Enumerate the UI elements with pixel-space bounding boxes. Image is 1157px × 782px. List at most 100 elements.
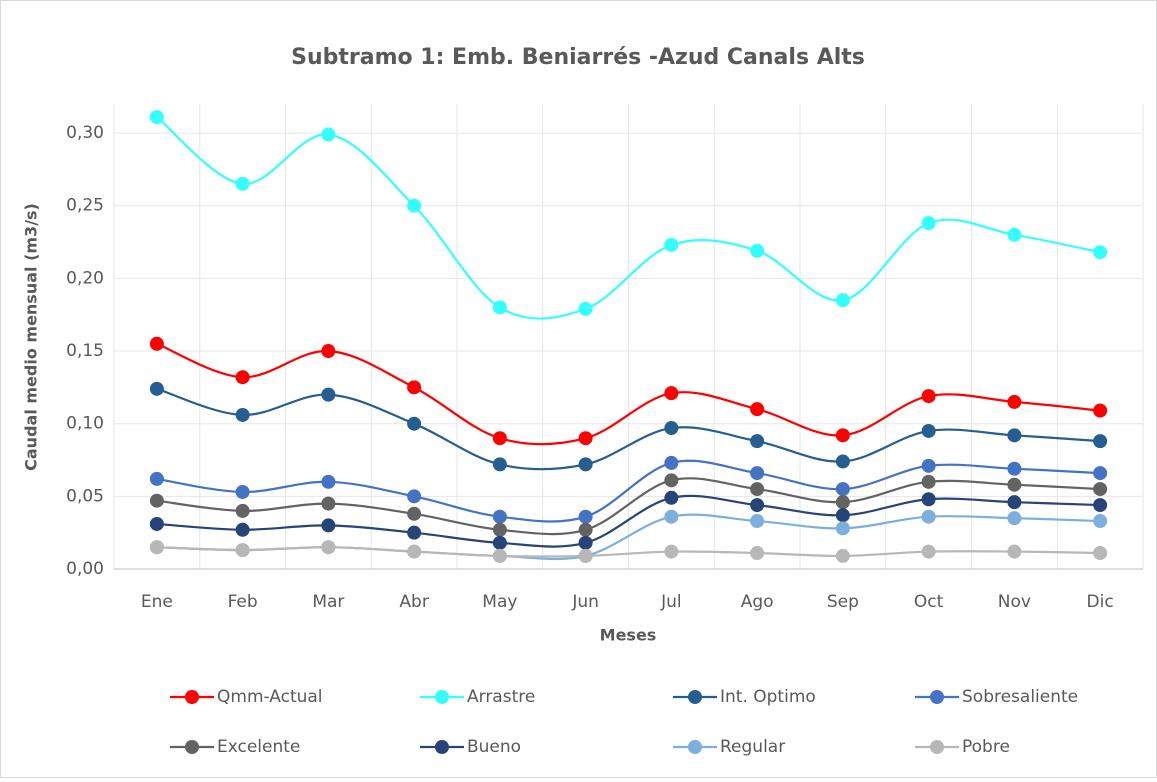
x-tick-label: Mar [312,592,344,612]
point [750,434,765,449]
legend-marker [930,740,944,754]
point [750,546,765,561]
point [321,387,336,402]
point [235,370,250,385]
point [921,423,936,438]
point [149,110,164,125]
legend-marker [930,690,944,704]
point [407,506,422,521]
point [1093,466,1108,481]
y-tick-label: 0,00 [66,559,104,579]
x-tick-label: Dic [1087,592,1114,612]
point [235,522,250,537]
y-tick-label: 0,30 [66,123,104,143]
point [1093,245,1108,260]
x-tick-label: Ago [741,592,774,612]
point [1093,482,1108,497]
point [750,514,765,529]
legend-label: Bueno [467,737,521,757]
legend-label: Int. Optimo [720,687,816,707]
point [664,421,679,436]
x-tick-label: Sep [827,592,859,612]
point [835,521,850,536]
point [149,516,164,531]
x-tick-label: Nov [998,592,1031,612]
point [664,473,679,488]
series-line [156,546,1101,558]
legend-marker [185,690,199,704]
point [149,493,164,508]
point [578,535,593,550]
y-tick-label: 0,10 [66,414,104,434]
point [407,544,422,559]
series-line [156,387,1101,471]
y-tick-label: 0,05 [66,486,104,506]
point [835,428,850,443]
point [235,407,250,422]
x-tick-label: Jul [660,592,682,612]
point [492,548,507,563]
point [578,431,593,446]
point [492,431,507,446]
point [578,301,593,316]
point [321,496,336,511]
legend-label: Arrastre [467,687,535,707]
point [578,522,593,537]
point [407,198,422,213]
series-line [156,459,1101,523]
point [235,543,250,558]
point [578,548,593,563]
point [664,455,679,470]
point [321,127,336,142]
point [835,495,850,510]
point [921,492,936,507]
y-tick-label: 0,25 [66,196,104,216]
point [1007,461,1022,476]
point [321,518,336,533]
point [1007,394,1022,409]
point [664,544,679,559]
x-tick-label: Ene [141,592,173,612]
point [1007,511,1022,526]
series-line [156,477,1101,536]
point [921,389,936,404]
legend-label: Pobre [962,737,1010,757]
point [1093,434,1108,449]
point [1007,495,1022,510]
legend-label: Excelente [217,737,300,757]
legend-marker [688,690,702,704]
point [835,548,850,563]
point [492,457,507,472]
legend-marker [688,740,702,754]
point [407,489,422,504]
point [492,522,507,537]
point [1007,227,1022,242]
point [750,243,765,258]
x-tick-label: Abr [399,592,428,612]
point [1093,546,1108,561]
point [921,544,936,559]
point [492,300,507,315]
point [921,216,936,231]
point [750,482,765,497]
point [750,466,765,481]
point [750,498,765,513]
legend-label: Sobresaliente [962,687,1078,707]
point [1007,477,1022,492]
point [407,380,422,395]
x-tick-label: Jun [571,592,599,612]
series-line [156,494,1101,548]
point [835,293,850,308]
point [492,509,507,524]
point [492,535,507,550]
point [235,503,250,518]
point [750,402,765,417]
point [149,471,164,486]
point [578,457,593,472]
point [664,386,679,401]
legend-label: Regular [720,737,785,757]
point [321,474,336,489]
point [1007,428,1022,443]
